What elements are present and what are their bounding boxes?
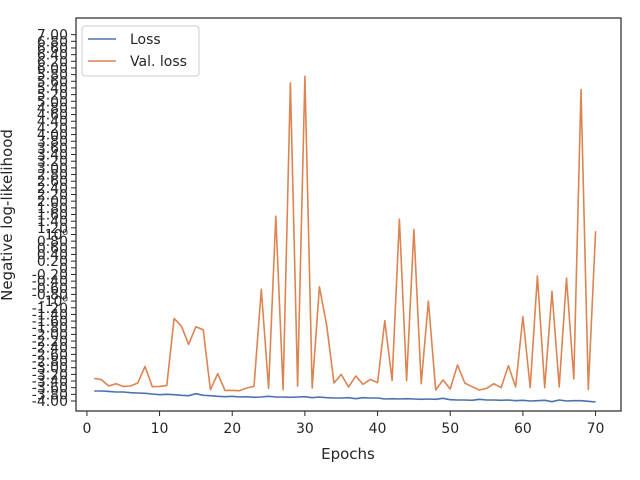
x-tick-label: 30 <box>296 421 314 437</box>
y-tick-label: -3.40 <box>32 374 68 390</box>
y-tick-label: 5.00 <box>37 94 68 110</box>
y-tick-label: 2.80 <box>37 168 68 184</box>
y-tick-label: 3.40 <box>37 148 68 164</box>
y-tick-label: 2.60 <box>37 174 68 190</box>
y-tick-label: -0.20 <box>32 267 68 283</box>
y-tick-label: 1.60 <box>37 208 68 224</box>
y-tick-label: 4.20 <box>37 121 68 137</box>
y-tick-label: 6.60 <box>37 41 68 57</box>
y-tick-label: -1.40 <box>32 307 68 323</box>
y-tick-label: 1.40 <box>37 214 68 230</box>
x-tick-label: 0 <box>82 421 91 437</box>
y-tick-label: 3.20 <box>37 154 68 170</box>
y-tick-label: 3.60 <box>37 141 68 157</box>
y-tick-label: -1.20 <box>32 301 68 317</box>
x-tick-label: 50 <box>441 421 459 437</box>
y-tick-label: -3.00 <box>32 361 68 377</box>
y-tick-label: 6.40 <box>37 48 68 64</box>
axes-border <box>75 17 622 412</box>
y-tick-label: 10⁰ <box>45 227 69 243</box>
legend-label-loss: Loss <box>130 32 161 48</box>
y-axis-label: Negative log-likelihood <box>0 129 16 301</box>
y-tick-label: -3.60 <box>32 381 68 397</box>
x-tick-label: 20 <box>223 421 241 437</box>
y-tick-label: -2.40 <box>32 341 68 357</box>
y-tick-label: 3.00 <box>37 161 68 177</box>
y-axis: -4.00-3.80-3.60-3.40-3.20-3.00-2.80-2.60… <box>32 28 76 410</box>
y-tick-label: -3.20 <box>32 367 68 383</box>
y-tick-label: 5.80 <box>37 68 68 84</box>
x-tick-label: 70 <box>587 421 605 437</box>
y-tick-label: 0.20 <box>37 254 68 270</box>
y-tick-label: -3.80 <box>32 387 68 403</box>
y-tick-label: -0.40 <box>32 274 68 290</box>
y-tick-label: 5.20 <box>37 88 68 104</box>
y-tick-label: -0.80 <box>32 287 68 303</box>
y-tick-label: 0 <box>59 261 68 277</box>
x-axis: 0 10 20 30 40 50 60 70 <box>82 411 604 437</box>
y-tick-label: 1.20 <box>37 221 68 237</box>
y-tick-label: 2.20 <box>37 188 68 204</box>
y-tick-label: 4.80 <box>37 101 68 117</box>
y-tick-label: 0.80 <box>37 234 68 250</box>
y-tick-label: 6.00 <box>37 61 68 77</box>
y-tick-label: 7.00 <box>37 28 68 44</box>
y-tick-label: 6.20 <box>37 54 68 70</box>
y-tick-label: 4.60 <box>37 108 68 124</box>
x-tick-label: 10 <box>151 421 169 437</box>
y-tick-label: -2.20 <box>32 334 68 350</box>
y-tick-label: 3.80 <box>37 134 68 150</box>
legend: Loss Val. loss <box>81 25 200 77</box>
y-tick-label: 6.80 <box>37 34 68 50</box>
y-tick-label: -1.60 <box>32 314 68 330</box>
plot-area <box>94 75 597 403</box>
y-tick-label: 0.60 <box>37 241 68 257</box>
y-tick-label: 5.60 <box>37 74 68 90</box>
y-tick-label: 4.00 <box>37 128 68 144</box>
y-tick-label: -0.60 <box>32 281 68 297</box>
series-line-loss <box>94 390 596 403</box>
y-tick-label: -2.80 <box>32 354 68 370</box>
y-tick-label: 1.80 <box>37 201 68 217</box>
x-tick-label: 60 <box>514 421 532 437</box>
y-tick-label: 0.40 <box>37 247 68 263</box>
y-tick-label: 2.40 <box>37 181 68 197</box>
y-tick-label: -2.60 <box>32 347 68 363</box>
y-tick-label: -10⁰ <box>40 294 69 310</box>
axes-frame <box>75 17 622 412</box>
y-tick-label: 4.40 <box>37 114 68 130</box>
y-tick-label: 5.40 <box>37 81 68 97</box>
y-tick-label: -2.00 <box>32 327 68 343</box>
legend-label-val-loss: Val. loss <box>130 54 187 70</box>
y-tick-label: 2.00 <box>37 194 68 210</box>
x-axis-label: Epochs <box>321 445 375 463</box>
x-tick-label: 40 <box>369 421 387 437</box>
y-tick-label: -1.80 <box>32 321 68 337</box>
y-tick-label: -4.00 <box>32 394 68 410</box>
series-line-val-loss <box>94 75 597 392</box>
